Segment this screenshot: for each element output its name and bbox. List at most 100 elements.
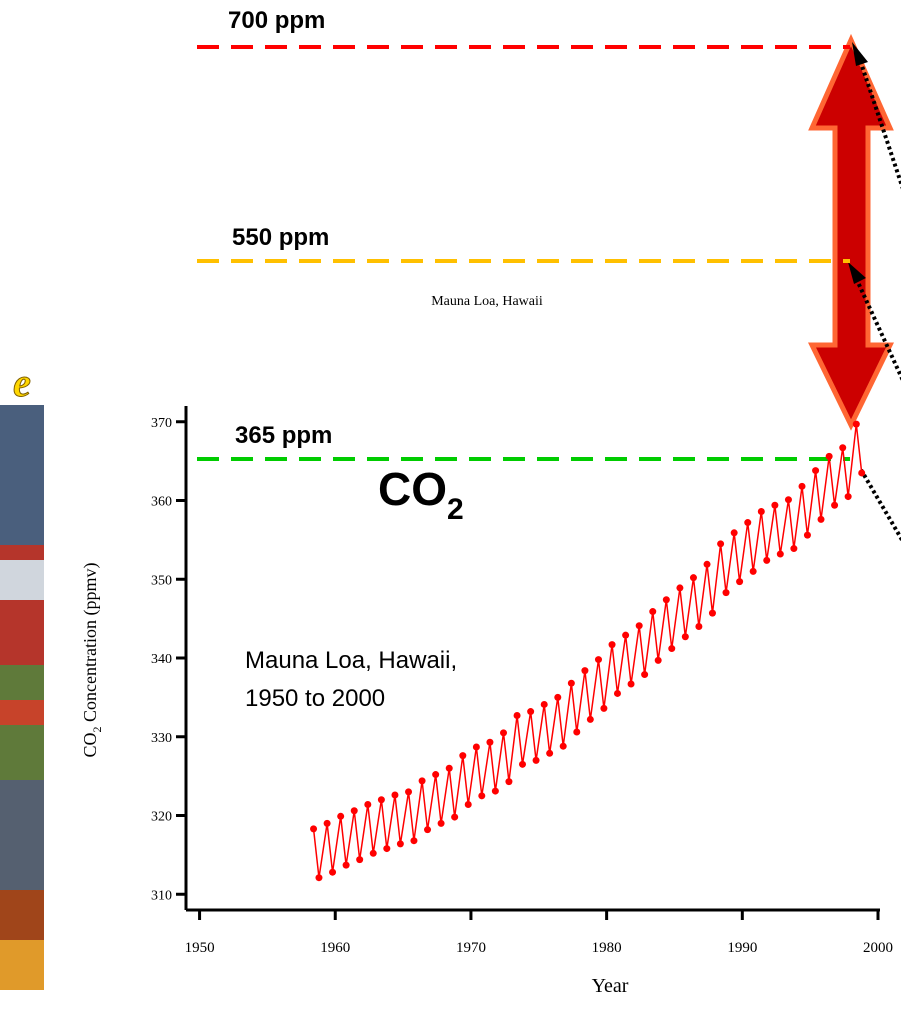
data-point bbox=[459, 752, 466, 759]
data-point bbox=[858, 469, 865, 476]
data-point bbox=[324, 820, 331, 827]
big-label-main: CO bbox=[378, 463, 447, 515]
data-point bbox=[628, 680, 635, 687]
data-point bbox=[723, 589, 730, 596]
y-tick-label: 330 bbox=[151, 731, 172, 746]
data-point bbox=[595, 656, 602, 663]
data-point bbox=[641, 671, 648, 678]
big-label-sub: 2 bbox=[447, 493, 464, 526]
y-tick-label: 310 bbox=[151, 888, 172, 903]
data-point bbox=[432, 771, 439, 778]
data-point bbox=[438, 820, 445, 827]
data-point bbox=[731, 529, 738, 536]
data-point bbox=[478, 792, 485, 799]
x-tick-label: 1960 bbox=[320, 940, 350, 956]
data-point bbox=[541, 701, 548, 708]
y-tick-label: 350 bbox=[151, 573, 172, 588]
data-point bbox=[695, 623, 702, 630]
y-tick-label: 370 bbox=[151, 416, 172, 431]
reference-label: 365 ppm bbox=[235, 422, 332, 449]
photo-strip bbox=[0, 405, 44, 990]
y-tick-label: 360 bbox=[151, 495, 172, 510]
data-point bbox=[812, 467, 819, 474]
data-point bbox=[465, 801, 472, 808]
data-point bbox=[500, 729, 507, 736]
data-point bbox=[614, 690, 621, 697]
data-point bbox=[826, 453, 833, 460]
data-point bbox=[337, 813, 344, 820]
data-point bbox=[473, 743, 480, 750]
data-point bbox=[405, 788, 412, 795]
data-point bbox=[519, 761, 526, 768]
x-tick-label: 1970 bbox=[456, 940, 486, 956]
data-point bbox=[736, 578, 743, 585]
data-point bbox=[533, 757, 540, 764]
data-point bbox=[554, 694, 561, 701]
subtitle: Mauna Loa, Hawaii bbox=[431, 294, 543, 309]
data-point bbox=[378, 796, 385, 803]
data-point bbox=[370, 850, 377, 857]
data-point bbox=[527, 708, 534, 715]
data-point bbox=[356, 856, 363, 863]
data-point bbox=[492, 788, 499, 795]
data-point bbox=[771, 502, 778, 509]
data-point bbox=[397, 840, 404, 847]
data-point bbox=[676, 584, 683, 591]
chart: e Mauna Loa, Hawaii CO2 Mauna Loa, Hawai… bbox=[0, 0, 901, 1011]
data-point bbox=[790, 545, 797, 552]
data-point bbox=[383, 845, 390, 852]
data-point bbox=[364, 801, 371, 808]
data-point bbox=[609, 641, 616, 648]
data-point bbox=[622, 632, 629, 639]
data-point bbox=[709, 610, 716, 617]
reference-label: 550 ppm bbox=[232, 224, 329, 251]
x-tick-label: 1950 bbox=[185, 940, 215, 956]
data-point bbox=[419, 777, 426, 784]
reference-label: 700 ppm bbox=[228, 7, 325, 34]
data-point bbox=[391, 792, 398, 799]
data-point bbox=[486, 739, 493, 746]
data-point bbox=[839, 444, 846, 451]
data-point bbox=[424, 826, 431, 833]
data-point bbox=[682, 633, 689, 640]
data-point bbox=[750, 568, 757, 575]
data-point bbox=[568, 680, 575, 687]
data-point bbox=[668, 645, 675, 652]
x-tick-label: 2000 bbox=[863, 940, 893, 956]
data-point bbox=[587, 716, 594, 723]
logo: e bbox=[13, 360, 31, 405]
data-point bbox=[351, 807, 358, 814]
data-point bbox=[777, 551, 784, 558]
data-point bbox=[505, 778, 512, 785]
data-point bbox=[763, 557, 770, 564]
data-point bbox=[845, 493, 852, 500]
data-point bbox=[343, 862, 350, 869]
data-point bbox=[799, 483, 806, 490]
data-point bbox=[600, 705, 607, 712]
data-point bbox=[310, 825, 317, 832]
data-point bbox=[704, 561, 711, 568]
data-point bbox=[410, 837, 417, 844]
page: e Mauna Loa, Hawaii CO2 Mauna Loa, Hawai… bbox=[0, 0, 901, 1011]
data-point bbox=[785, 496, 792, 503]
annotation: Mauna Loa, Hawaii, bbox=[245, 647, 457, 674]
data-point bbox=[636, 622, 643, 629]
data-point bbox=[514, 712, 521, 719]
data-point bbox=[315, 874, 322, 881]
data-point bbox=[853, 421, 860, 428]
data-point bbox=[758, 508, 765, 515]
data-point bbox=[717, 540, 724, 547]
data-point bbox=[581, 667, 588, 674]
x-tick-label: 1980 bbox=[592, 940, 622, 956]
data-point bbox=[546, 750, 553, 757]
x-tick-label: 1990 bbox=[727, 940, 757, 956]
data-point bbox=[329, 869, 336, 876]
y-axis-label-main: CO bbox=[80, 732, 100, 757]
data-point bbox=[690, 574, 697, 581]
data-point bbox=[831, 502, 838, 509]
annotation: 1950 to 2000 bbox=[245, 685, 385, 712]
data-point bbox=[649, 608, 656, 615]
data-point bbox=[744, 519, 751, 526]
data-point bbox=[451, 814, 458, 821]
y-axis-label-rest: Concentration (ppmv) bbox=[80, 563, 101, 727]
